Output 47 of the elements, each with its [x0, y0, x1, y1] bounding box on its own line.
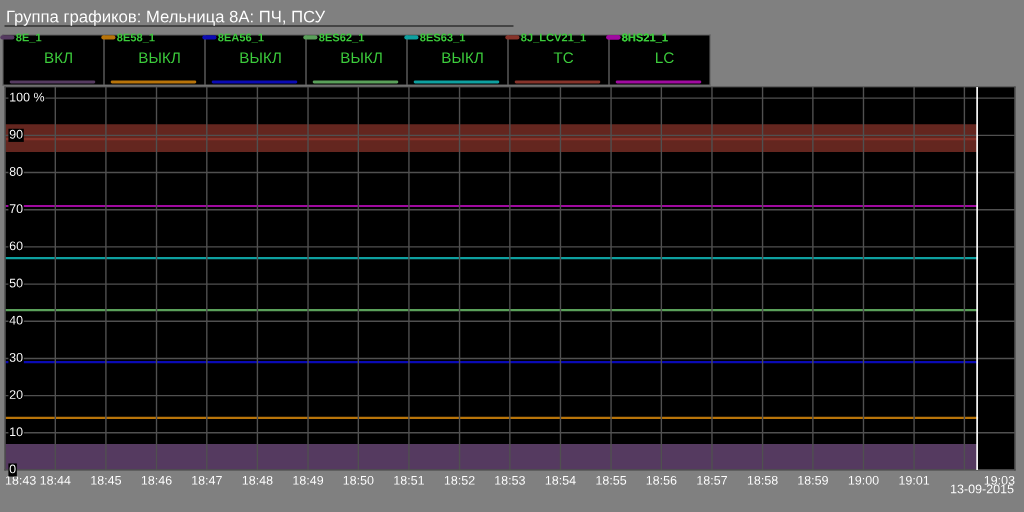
- x-tick-label: 18:44: [40, 475, 71, 485]
- text: LC: [656, 52, 674, 64]
- x-tick-label: 18:50: [343, 475, 374, 485]
- y-tick-label: 0: [9, 464, 16, 474]
- text: ВЫКЛ: [442, 52, 483, 64]
- y-tick-label: 50: [9, 278, 23, 288]
- x-tick-label: 18:56: [646, 475, 677, 485]
- text: ВЫКЛ: [139, 52, 180, 64]
- x-tick-label: 18:51: [394, 475, 424, 485]
- x-tick-label: 18:55: [596, 475, 627, 485]
- y-tick-label: 90: [9, 129, 23, 139]
- text: TC: [553, 52, 574, 64]
- legend-label: 8HS21_1: [622, 33, 668, 43]
- x-tick-label: 18:48: [242, 475, 273, 485]
- x-tick-label: 18:52: [444, 475, 475, 485]
- y-tick-label: 100 %: [10, 92, 45, 102]
- x-tick-label: 18:43: [5, 475, 36, 485]
- text: ВЫКЛ: [341, 52, 382, 64]
- x-tick-label: 19:00: [848, 475, 879, 485]
- y-tick-label: 30: [9, 352, 23, 362]
- x-tick-label: 18:45: [91, 475, 122, 485]
- chart-title: Группа графиков: Мельница 8А: ПЧ, ПСУ: [7, 10, 326, 26]
- text: ВКЛ: [45, 52, 72, 64]
- x-tick-label: 19:01: [899, 475, 930, 485]
- legend-label: 8E_1: [16, 33, 42, 43]
- text: ВЫКЛ: [240, 52, 281, 64]
- x-tick-label: 18:58: [747, 475, 778, 485]
- x-tick-label: 18:46: [141, 475, 172, 485]
- x-tick-label: 19:03: [984, 475, 1015, 485]
- legend-label: 8ES63_1: [420, 33, 466, 43]
- x-tick-label: 18:59: [798, 475, 828, 485]
- legend-label: 8E58_1: [117, 33, 155, 43]
- legend-label: 8EA56_1: [218, 33, 264, 43]
- y-tick-label: 60: [9, 241, 23, 251]
- y-tick-label: 80: [9, 167, 23, 176]
- y-tick-label: 10: [10, 427, 23, 437]
- y-tick-label: 40: [9, 315, 23, 325]
- y-tick-label: 70: [9, 204, 23, 214]
- text: 13-09-2015: [951, 484, 1014, 494]
- x-tick-label: 18:49: [293, 475, 324, 485]
- x-tick-label: 18:57: [697, 475, 727, 485]
- x-tick-label: 18:47: [192, 475, 222, 485]
- legend-label: 8J_LCV21_1: [521, 33, 586, 43]
- y-tick-label: 20: [9, 390, 23, 399]
- x-tick-label: 18:54: [545, 475, 576, 485]
- x-tick-label: 18:53: [495, 475, 525, 485]
- legend-label: 8ES62_1: [319, 33, 365, 43]
